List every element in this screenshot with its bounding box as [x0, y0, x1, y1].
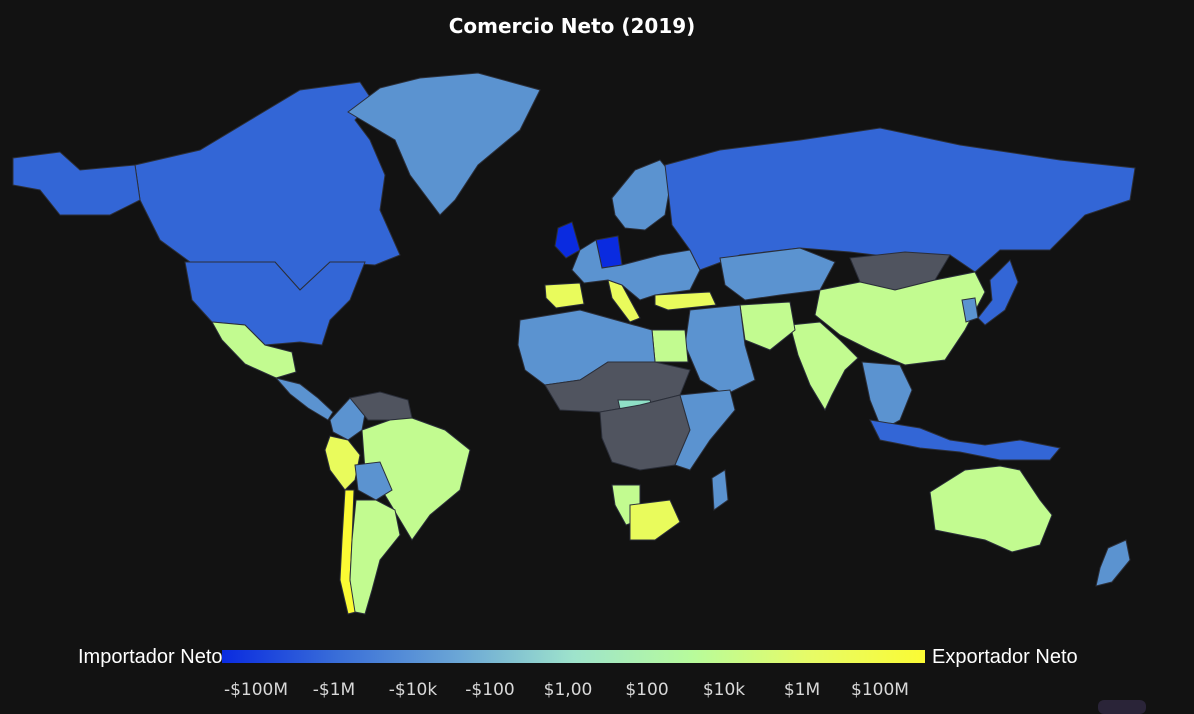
legend-left-label: Importador Neto — [78, 646, 223, 668]
legend-colorbar — [222, 650, 925, 663]
country-turquía[interactable]: Turquía — [654, 291, 717, 311]
legend-tick: $100M — [851, 680, 909, 700]
legend-tick: -$100M — [223, 680, 289, 700]
country-áfrica-oriental[interactable]: África Oriental — [674, 389, 736, 471]
country-argentina[interactable]: Argentina — [349, 499, 401, 615]
legend-tick: -$100 — [465, 680, 515, 700]
legend-tick: $1M — [783, 680, 821, 700]
legend-tick: -$1M — [312, 680, 356, 700]
country-escandinavia[interactable]: Escandinavia — [611, 159, 673, 231]
country-sudeste-asiático[interactable]: Sudeste Asiático — [861, 361, 913, 431]
country-china[interactable]: China — [814, 271, 986, 366]
country-sahel[interactable]: Sahel — [544, 361, 691, 413]
country-españa[interactable]: España — [544, 282, 585, 309]
country-japón[interactable]: Japón — [977, 259, 1019, 326]
country-groenlandia[interactable]: Groenlandia — [347, 72, 541, 216]
country-nueva-zelanda[interactable]: Nueva Zelanda — [1095, 539, 1131, 587]
legend-tick: -$10k — [388, 680, 438, 700]
country-perú[interactable]: Perú — [324, 435, 361, 491]
legend-tick: $10k — [702, 680, 746, 700]
country-madagascar[interactable]: Madagascar — [711, 469, 729, 511]
country-india[interactable]: India — [789, 321, 859, 412]
country-méxico[interactable]: México — [211, 321, 297, 379]
country-pakistán[interactable]: Pakistán — [739, 301, 796, 351]
country-egipto[interactable]: Egipto — [651, 329, 689, 363]
country-corea[interactable]: Corea — [961, 297, 979, 323]
country-kazajistán[interactable]: Kazajistán — [719, 247, 836, 301]
country-reino-unido[interactable]: Reino Unido — [554, 221, 581, 259]
country-indonesia[interactable]: Indonesia — [869, 419, 1061, 461]
country-rusia[interactable]: Rusia — [664, 127, 1136, 273]
map-title: Comercio Neto (2019) — [448, 14, 696, 38]
country-bolivia[interactable]: Bolivia — [354, 461, 393, 501]
country-australia[interactable]: Australia — [929, 465, 1053, 553]
country-europa[interactable]: Europa — [571, 239, 701, 301]
corner-button[interactable] — [1098, 700, 1146, 714]
country-centroamérica[interactable]: Centroamérica — [274, 377, 334, 421]
legend-right-label: Exportador Neto — [932, 646, 1078, 668]
legend-tick: $100 — [625, 680, 669, 700]
legend-tick: $1,00 — [543, 680, 593, 700]
country-sudáfrica[interactable]: Sudáfrica — [629, 499, 681, 541]
country-oriente-medio[interactable]: Oriente Medio — [684, 304, 756, 396]
